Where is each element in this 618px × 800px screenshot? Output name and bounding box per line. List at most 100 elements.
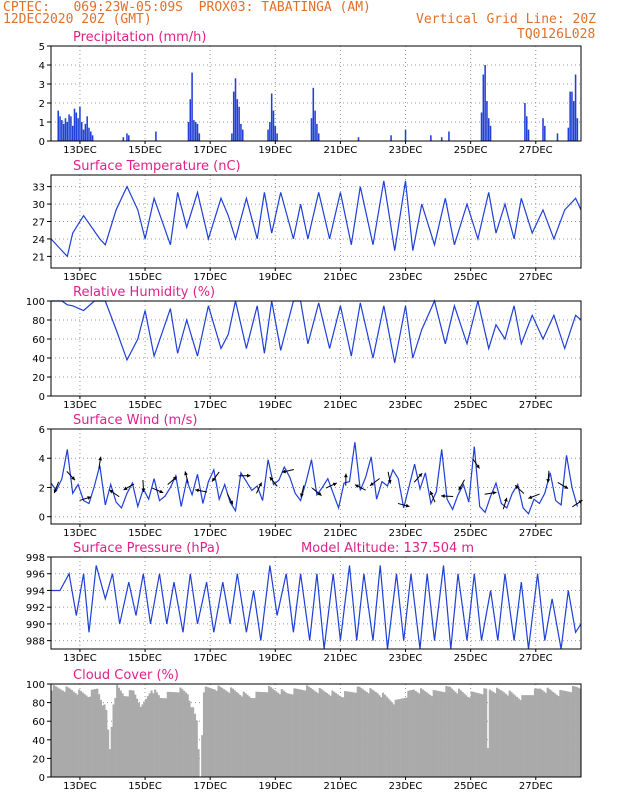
date-tick-label: 13DEC: [63, 400, 97, 411]
cloud-bar: [353, 692, 356, 777]
panel-6: 13DEC 15DEC 17DEC 19DEC 21DEC 23DEC 25DEC 27DEC…: [26, 668, 582, 792]
cloud-bar: [486, 748, 490, 777]
cloud-bar: [412, 689, 415, 777]
precip-bar: [128, 135, 130, 141]
cloud-bar: [126, 696, 130, 777]
cloud-bar: [550, 690, 553, 777]
cloud-bar: [297, 689, 300, 777]
cloud-bar: [148, 693, 151, 777]
cloud-bar: [454, 691, 457, 777]
wind-arrow-head: [123, 486, 128, 490]
wind-arrow-head: [109, 489, 114, 494]
cloud-bar: [152, 693, 155, 777]
cloud-bar: [251, 698, 254, 777]
wind-arrow-head: [354, 484, 359, 489]
cloud-bar: [85, 695, 88, 777]
cloud-bar: [327, 694, 330, 777]
cloud-bar: [197, 749, 200, 777]
cloud-bar: [273, 690, 276, 777]
series-line: [51, 565, 582, 650]
cloud-bar: [175, 692, 178, 777]
date-tick-label: 13DEC: [63, 653, 97, 664]
cloud-bar: [168, 691, 171, 777]
cloud-bar: [208, 687, 211, 777]
cloud-bar: [441, 691, 444, 777]
precip-bar: [57, 110, 60, 141]
cloud-bar: [141, 704, 144, 777]
cloud-bar: [275, 691, 278, 777]
cloud-bar: [387, 698, 390, 777]
wind-arrow-head: [172, 476, 177, 481]
cloud-bar: [107, 729, 110, 777]
date-tick-label: 13DEC: [63, 528, 97, 539]
cloud-bar: [215, 690, 218, 777]
cloud-bar: [517, 698, 520, 777]
cloud-bar: [255, 691, 258, 777]
date-tick-label: 17DEC: [193, 145, 227, 156]
precip-bar: [567, 127, 570, 141]
cloud-bar: [371, 689, 374, 777]
cloud-bar: [546, 687, 549, 777]
precip-bar: [576, 118, 579, 141]
y-tick-label: 20: [32, 754, 45, 765]
precip-bar: [191, 72, 193, 141]
cloud-bar: [365, 691, 368, 777]
y-tick-label: 2: [39, 483, 45, 494]
wind-arrow-head: [282, 469, 286, 474]
cloud-bar: [181, 689, 184, 777]
cloud-bar: [143, 701, 146, 777]
cloud-bar: [244, 693, 247, 777]
cloud-bar: [562, 690, 566, 777]
date-tick-label: 25DEC: [454, 145, 488, 156]
precip-bar: [274, 125, 277, 141]
cloud-bar: [508, 690, 511, 777]
precip-bar: [390, 135, 392, 141]
cloud-bar: [69, 688, 72, 777]
cloud-bar: [76, 694, 79, 777]
wind-arrow-head: [195, 488, 200, 493]
wind-arrow-head: [300, 493, 304, 498]
y-tick-label: 1: [39, 118, 45, 129]
date-tick-label: 15DEC: [128, 653, 162, 664]
cloud-bar: [99, 699, 102, 777]
wind-arrow-head: [492, 491, 497, 495]
cloud-bar: [521, 695, 524, 777]
cloud-bar: [92, 689, 95, 777]
cloud-bar: [457, 688, 461, 777]
wind-arrow-head: [528, 495, 533, 499]
cloud-bar: [264, 692, 267, 777]
cloud-bar: [137, 702, 140, 777]
precip-bar: [193, 120, 195, 141]
precip-bar: [71, 125, 74, 141]
precip-bar: [238, 106, 240, 141]
cloud-bar: [123, 696, 126, 777]
cloud-bar: [515, 696, 518, 777]
cloud-bar: [548, 689, 551, 777]
y-tick-label: 33: [32, 183, 45, 194]
cloud-bar: [363, 690, 367, 777]
cloud-bar: [481, 694, 484, 777]
precip-bar: [126, 133, 128, 141]
cloud-bar: [249, 697, 253, 777]
cloud-bar: [221, 687, 224, 777]
cloud-bar: [523, 695, 526, 777]
cloud-bar: [506, 695, 509, 777]
cloud-bar: [177, 692, 180, 777]
cloud-bar: [362, 689, 365, 777]
precip-bar: [270, 93, 273, 141]
wind-arrow-head: [87, 496, 92, 500]
precip-bar: [88, 127, 90, 141]
precip-bar: [404, 129, 407, 141]
date-tick-label: 25DEC: [454, 653, 488, 664]
date-tick-label: 17DEC: [193, 653, 227, 664]
cloud-bar: [510, 692, 513, 777]
cloud-bar: [495, 687, 499, 777]
cloud-bar: [112, 704, 115, 777]
precip-bar: [66, 122, 69, 141]
cloud-bar: [235, 691, 238, 777]
cloud-bar: [392, 704, 395, 777]
cloud-bar: [338, 695, 341, 777]
cloud-bar: [552, 691, 555, 777]
cloud-bar: [291, 694, 294, 777]
precip-bar: [187, 122, 190, 141]
